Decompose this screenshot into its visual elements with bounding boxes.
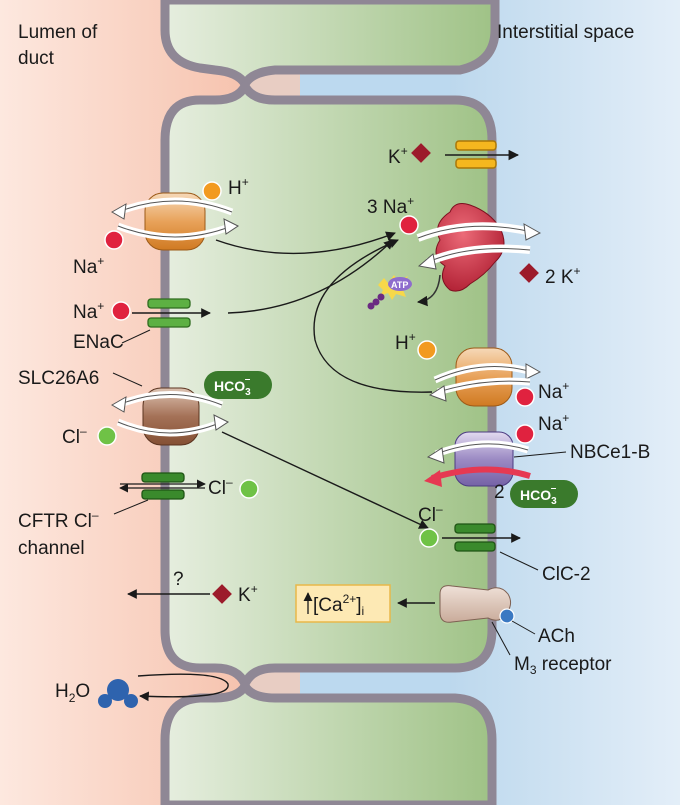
k-ion-label-top: K+ bbox=[388, 144, 408, 168]
k-ion-label-lumen: K+ bbox=[238, 582, 258, 606]
svg-text:HCO3–: HCO3– bbox=[520, 483, 557, 507]
h-ion-dot-apical bbox=[202, 181, 222, 201]
lumen-label-line2: duct bbox=[18, 48, 55, 69]
na-flow-arrow-3 bbox=[313, 238, 433, 393]
cl-ion-dot-apical bbox=[97, 426, 117, 446]
k-ion-diamond-top bbox=[411, 143, 431, 163]
water-label: H2O bbox=[55, 681, 90, 705]
atp-arrow bbox=[416, 274, 441, 307]
water-flow-arrow bbox=[137, 673, 229, 702]
two-k-label: 2 K+ bbox=[545, 264, 581, 288]
hco3-pill-baso: HCO3– bbox=[510, 480, 578, 508]
na-flow-arrow-2 bbox=[227, 239, 394, 314]
nbce1b-leader bbox=[513, 451, 567, 458]
upper-cell bbox=[160, 0, 500, 89]
m3-receptor bbox=[439, 585, 512, 623]
basolateral-k-channel bbox=[445, 140, 520, 169]
na-ion-dot-nbce bbox=[515, 424, 535, 444]
lower-cell bbox=[160, 681, 497, 805]
k-lumen-question: ? bbox=[173, 569, 184, 590]
h-ion-label-baso: H+ bbox=[395, 330, 416, 354]
calcium-box bbox=[295, 584, 391, 623]
na-ion-dot-enac bbox=[111, 301, 131, 321]
slc26a6-exchanger bbox=[111, 387, 229, 446]
clc2-label: ClC-2 bbox=[542, 564, 591, 585]
cftr-label-line2: channel bbox=[18, 538, 85, 559]
cl-ion-label-clc: Cl– bbox=[418, 502, 443, 526]
clc2-channel bbox=[442, 523, 521, 552]
calcium-label: [Ca2+]i bbox=[313, 592, 364, 618]
lumen-label-line1: Lumen of bbox=[18, 22, 98, 43]
na-k-atpase-pump bbox=[416, 203, 542, 292]
nbce1b-label: NBCe1-B bbox=[570, 442, 650, 463]
na-ion-label-apical: Na+ bbox=[73, 254, 104, 278]
lumen-label: Lumen of duct bbox=[18, 22, 103, 69]
h-ion-dot-baso bbox=[417, 340, 437, 360]
two-k-diamond bbox=[519, 263, 539, 283]
slc26a6-leader bbox=[112, 372, 143, 387]
three-na-dot bbox=[399, 215, 419, 235]
cl-flow-arrow bbox=[221, 431, 429, 529]
three-na-label: 3 Na+ bbox=[367, 194, 414, 218]
na-ion-label-nbce: Na+ bbox=[538, 411, 569, 435]
na-ion-label-baso: Na+ bbox=[538, 379, 569, 403]
nbce1b-cotransporter bbox=[424, 431, 531, 487]
cl-ion-label-cftr: Cl– bbox=[208, 475, 233, 499]
cftr-channel bbox=[119, 472, 206, 500]
atp-label: ATP bbox=[391, 280, 408, 290]
ach-ligand bbox=[499, 608, 515, 624]
svg-text:HCO3–: HCO3– bbox=[214, 374, 251, 398]
m3-leader bbox=[491, 621, 511, 656]
ach-label: ACh bbox=[538, 626, 575, 647]
interstitial-label: Interstitial space bbox=[497, 22, 634, 43]
water-molecule bbox=[98, 679, 138, 708]
na-ion-dot-apical bbox=[104, 230, 124, 250]
enac-leader bbox=[121, 329, 151, 344]
clc2-leader bbox=[499, 551, 539, 571]
cftr-leader bbox=[113, 499, 149, 515]
atp-molecule bbox=[367, 275, 412, 310]
hco3-pill-apical: HCO3– bbox=[204, 371, 272, 399]
na-ion-label-enac: Na+ bbox=[73, 299, 104, 323]
m3-label: M3 receptor bbox=[514, 654, 612, 677]
h-ion-label-apical: H+ bbox=[228, 175, 249, 199]
enac-label: ENaC bbox=[73, 332, 124, 353]
apical-na-h-exchanger bbox=[111, 192, 239, 251]
na-ion-dot-baso bbox=[515, 387, 535, 407]
ach-leader bbox=[511, 620, 536, 635]
hco3-count-label: 2 bbox=[494, 482, 505, 503]
duct-cell bbox=[160, 81, 497, 689]
cl-ion-dot-clc bbox=[419, 528, 439, 548]
slc26a6-label: SLC26A6 bbox=[18, 368, 99, 389]
enac-channel bbox=[132, 298, 211, 328]
cl-ion-label-apical: Cl– bbox=[62, 424, 87, 448]
cl-ion-dot-cftr bbox=[239, 479, 259, 499]
basolateral-na-h-exchanger bbox=[428, 347, 542, 407]
na-flow-arrow-1 bbox=[215, 231, 396, 255]
cftr-label: CFTR Cl– bbox=[18, 508, 99, 532]
